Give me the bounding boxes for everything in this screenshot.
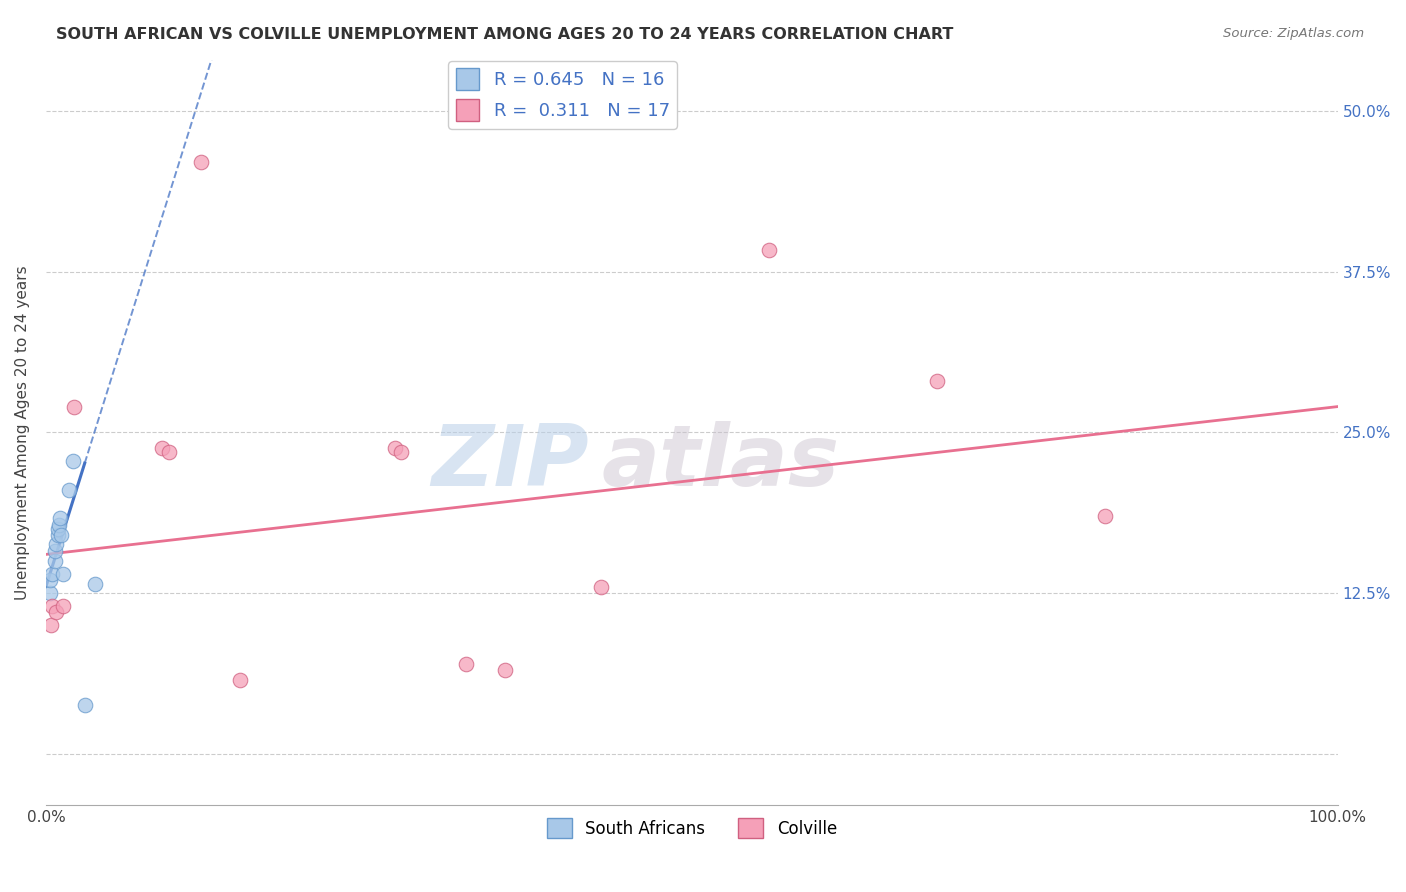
Point — [1094, 508, 1116, 523]
Text: ZIP: ZIP — [430, 421, 589, 504]
Point — [591, 580, 613, 594]
Point — [46, 522, 69, 536]
Point — [52, 599, 75, 613]
Point — [389, 444, 412, 458]
Point — [45, 537, 67, 551]
Point — [41, 599, 63, 613]
Point — [45, 605, 67, 619]
Point — [84, 577, 107, 591]
Point — [44, 554, 66, 568]
Point — [494, 663, 516, 677]
Y-axis label: Unemployment Among Ages 20 to 24 years: Unemployment Among Ages 20 to 24 years — [15, 265, 30, 599]
Text: atlas: atlas — [602, 421, 839, 504]
Point — [46, 528, 69, 542]
Point — [384, 441, 406, 455]
Legend: South Africans, Colville: South Africans, Colville — [540, 812, 844, 845]
Point — [44, 543, 66, 558]
Text: Source: ZipAtlas.com: Source: ZipAtlas.com — [1223, 27, 1364, 40]
Point — [157, 444, 180, 458]
Point — [454, 657, 477, 671]
Point — [758, 243, 780, 257]
Point — [38, 586, 60, 600]
Point — [190, 155, 212, 169]
Point — [228, 673, 250, 688]
Point — [39, 618, 62, 632]
Point — [73, 698, 96, 712]
Point — [58, 483, 80, 497]
Point — [51, 528, 73, 542]
Point — [41, 566, 63, 581]
Point — [927, 374, 949, 388]
Point — [38, 573, 60, 587]
Point — [49, 511, 72, 525]
Point — [52, 566, 75, 581]
Point — [63, 400, 86, 414]
Point — [150, 441, 173, 455]
Point — [62, 453, 84, 467]
Point — [48, 517, 70, 532]
Text: SOUTH AFRICAN VS COLVILLE UNEMPLOYMENT AMONG AGES 20 TO 24 YEARS CORRELATION CHA: SOUTH AFRICAN VS COLVILLE UNEMPLOYMENT A… — [56, 27, 953, 42]
